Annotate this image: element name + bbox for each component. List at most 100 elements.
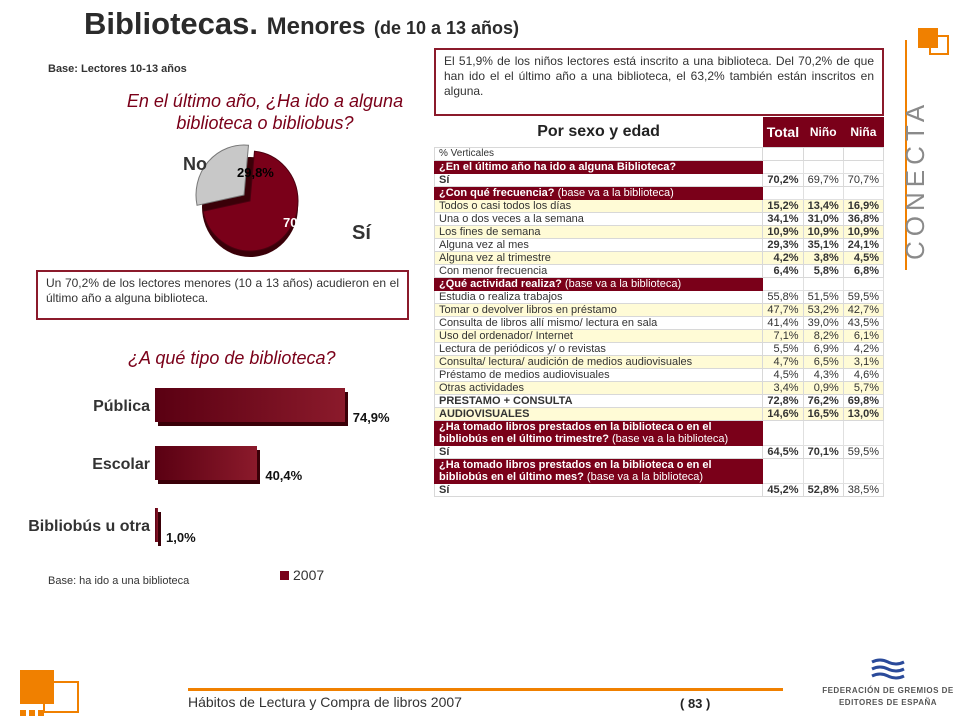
cell-nina: 38,5%: [842, 483, 885, 497]
cell-total: 45,2%: [762, 483, 804, 497]
bar-legend: 2007: [280, 567, 324, 583]
row-label-text: Estudia o realiza trabajos: [439, 291, 563, 303]
cell-nino: 5,8%: [802, 264, 844, 278]
cell-nino: [802, 160, 844, 174]
pie-slice-si: [202, 150, 299, 252]
federation-name: FEDERACIÓN DE GREMIOS DE EDITORES DE ESP…: [822, 686, 954, 707]
table-row: Con menor frecuencia 6,4% 5,8% 6,8%: [433, 264, 885, 278]
table-row: Uso del ordenador/ Internet 7,1% 8,2% 6,1%: [433, 329, 885, 343]
brand-square-outline: [929, 35, 949, 55]
cell-nina: 6,8%: [842, 264, 885, 278]
pie-legend-si: Sí: [352, 222, 371, 244]
table-row: % Verticales: [433, 147, 885, 161]
row-label: Los fines de semana: [433, 225, 764, 239]
row-label-text: ¿Con qué frecuencia?: [439, 187, 555, 199]
cell-nina: 6,1%: [842, 329, 885, 343]
cell-total: 4,5%: [762, 368, 804, 382]
cell-nino: 0,9%: [802, 381, 844, 395]
cell-nino: 51,5%: [802, 290, 844, 304]
row-label-note: (base va a la biblioteca): [554, 187, 674, 199]
row-label: % Verticales: [433, 147, 764, 161]
row-label: ¿Ha tomado libros prestados en la biblio…: [433, 458, 764, 484]
row-label: Alguna vez al mes: [433, 238, 764, 252]
cell-nina: 4,5%: [842, 251, 885, 265]
row-label-note: (base va a la biblioteca): [608, 433, 729, 445]
row-label: ¿En el último año ha ido a alguna Biblio…: [433, 160, 764, 174]
cell-nino: 6,5%: [802, 355, 844, 369]
table-row: Otras actividades 3,4% 0,9% 5,7%: [433, 381, 885, 395]
cell-nino: 16,5%: [802, 407, 844, 421]
row-label-text: Alguna vez al mes: [439, 239, 529, 251]
row-label: Sí: [433, 173, 764, 187]
row-label: Sí: [433, 483, 764, 497]
row-label-text: Uso del ordenador/ Internet: [439, 330, 573, 342]
table-title: Por sexo y edad: [434, 117, 763, 148]
row-label: ¿Con qué frecuencia? (base va a la bibli…: [433, 186, 764, 200]
row-label-text: Todos o casi todos los días: [439, 200, 572, 212]
row-label-text: Préstamo de medios audiovisuales: [439, 369, 610, 381]
table-row: Préstamo de medios audiovisuales 4,5% 4,3%…: [433, 368, 885, 382]
table-row: Todos o casi todos los días 15,2% 13,4% 16,…: [433, 199, 885, 213]
row-label-text: Consulta de libros allí mismo/ lectura e…: [439, 317, 658, 329]
table-question-row: ¿Con qué frecuencia? (base va a la bibli…: [433, 186, 885, 200]
row-label-text: Sí: [439, 446, 450, 458]
row-label: Lectura de periódicos y/ o revistas: [433, 342, 764, 356]
cell-nina: [842, 147, 885, 161]
footer-title: Hábitos de Lectura y Compra de libros 20…: [188, 694, 462, 710]
table-row: Sí 64,5% 70,1% 59,5%: [433, 445, 885, 459]
cell-total: 7,1%: [762, 329, 804, 343]
row-label-text: PRESTAMO + CONSULTA: [439, 395, 573, 407]
row-label: Consulta de libros allí mismo/ lectura e…: [433, 316, 764, 330]
cell-total: [762, 160, 804, 174]
cell-nina: 4,6%: [842, 368, 885, 382]
table-row: Estudia o realiza trabajos 55,8% 51,5% 59,5…: [433, 290, 885, 304]
row-label-text: ¿Qué actividad realiza?: [439, 278, 562, 290]
row-label: PRESTAMO + CONSULTA: [433, 394, 764, 408]
cell-nina: [842, 160, 885, 174]
pie-label-si: 70,2%: [283, 215, 305, 230]
cell-total: 10,9%: [762, 225, 804, 239]
federation-logo-icon: [871, 658, 905, 680]
table-row: Alguna vez al mes 29,3% 35,1% 24,1%: [433, 238, 885, 252]
bar-value-label: 40,4%: [265, 468, 303, 483]
cell-nina: 4,2%: [842, 342, 885, 356]
info-box-text: El 51,9% de los niños lectores está insc…: [444, 54, 874, 98]
cell-nino: [802, 458, 844, 484]
pie-legend-no: No: [183, 154, 207, 174]
footer-divider: [188, 688, 783, 691]
cell-total: 14,6%: [762, 407, 804, 421]
col-header-nino: Niño: [803, 117, 844, 148]
cell-total: 34,1%: [762, 212, 804, 226]
cell-nino: 31,0%: [802, 212, 844, 226]
row-label: Sí: [433, 445, 764, 459]
row-label: AUDIOVISUALES: [433, 407, 764, 421]
cell-nina: 10,9%: [842, 225, 885, 239]
col-header-total: Total: [762, 117, 804, 148]
table-row: Los fines de semana 10,9% 10,9% 10,9%: [433, 225, 885, 239]
cell-nino: 39,0%: [802, 316, 844, 330]
table-row: Sí 45,2% 52,8% 38,5%: [433, 483, 885, 497]
cell-nina: 59,5%: [842, 290, 885, 304]
cell-nina: 16,9%: [842, 199, 885, 213]
pie-question: En el último año, ¿Ha ido a alguna bibli…: [126, 91, 404, 133]
bar-chart: Pública 74,9% Escolar 40,4% Bibliobús u otra…: [0, 378, 420, 558]
bar-value-label: 1,0%: [166, 530, 196, 545]
legend-label: 2007: [293, 567, 325, 583]
info-box: El 51,9% de los niños lectores está insc…: [434, 48, 884, 116]
cell-nina: 24,1%: [842, 238, 885, 252]
cell-total: 3,4%: [762, 381, 804, 395]
cell-nina: 70,7%: [842, 173, 885, 187]
row-label: Consulta/ lectura/ audición de medios au…: [433, 355, 764, 369]
row-label: Una o dos veces a la semana: [433, 212, 764, 226]
table-question-row: ¿Ha tomado libros prestados en la biblio…: [433, 458, 885, 484]
row-label-text: Sí: [439, 484, 450, 496]
cell-nina: 59,5%: [842, 445, 885, 459]
cell-nina: 3,1%: [842, 355, 885, 369]
cell-nino: 10,9%: [802, 225, 844, 239]
summary-box: Un 70,2% de los lectores menores (10 a 1…: [36, 270, 409, 320]
row-label-text: Los fines de semana: [439, 226, 541, 238]
bar: [155, 446, 258, 480]
table-row: AUDIOVISUALES 14,6% 16,5% 13,0%: [433, 407, 885, 421]
bar-question: ¿A qué tipo de biblioteca?: [128, 348, 336, 368]
table-question-row: ¿Qué actividad realiza? (base va a la bi…: [433, 277, 885, 291]
